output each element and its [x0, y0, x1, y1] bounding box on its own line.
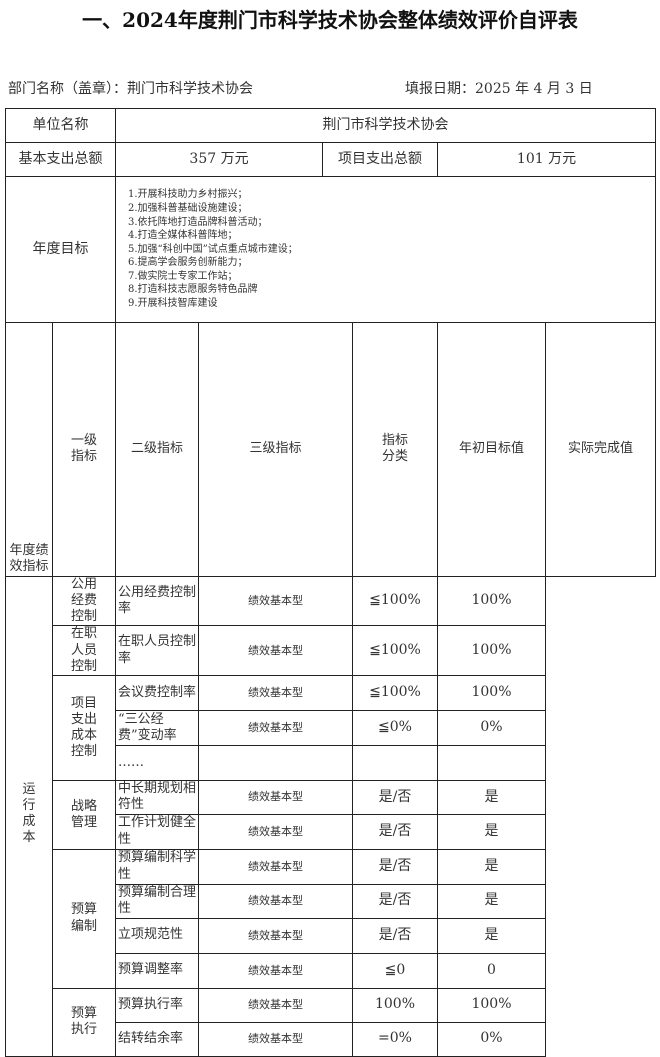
table-row: “三公经费”变动率 绩效基本型 ≦0% 0% [6, 710, 656, 746]
annual-goal-label: 年度目标 [5, 176, 116, 323]
actual-value: 是 [437, 848, 546, 885]
indicator-type: 绩效基本型 [198, 883, 353, 919]
target-value: 是/否 [352, 813, 438, 850]
department-label: 部门名称（盖章）：荆门市科学技术协会 [8, 81, 253, 97]
target-value: 是/否 [352, 917, 438, 954]
unit-name-value: 荆门市科学技术协会 [114, 108, 657, 143]
indicator-type: 绩效基本型 [198, 813, 353, 850]
target-value: ≦100% [352, 575, 438, 627]
header-actual: 实际完成值 [545, 322, 656, 577]
actual-value: 100% [437, 575, 546, 627]
actual-value: 100% [437, 675, 546, 711]
level3-indicator: 预算调整率 [115, 952, 199, 989]
summary-table: 单位名称 荆门市科学技术协会 基本支出总额 357 万元 项目支出总额 101 … [5, 108, 657, 323]
level2-indicator: 预算执行 [52, 987, 116, 1057]
target-value: ≦100% [352, 625, 438, 676]
actual-value: 100% [437, 987, 546, 1023]
indicator-type: 绩效基本型 [198, 1021, 353, 1057]
level3-indicator: 立项规范性 [115, 917, 199, 954]
header-type: 指标分类 [352, 322, 438, 577]
indicator-type: 绩效基本型 [198, 780, 353, 815]
target-value: 100% [352, 987, 438, 1023]
goal-item: 8.打造科技志愿服务特色品牌 [128, 284, 258, 296]
goal-item: 4.打造全媒体科普阵地； [128, 230, 238, 242]
indicator-type: 绩效基本型 [198, 675, 353, 711]
indicator-type: 绩效基本型 [198, 625, 353, 676]
level1-indicator: 运行成本 [5, 575, 53, 1057]
level2-indicator: 公用经费控制 [52, 575, 116, 627]
page-title: 一、2024年度荆门市科学技术协会整体绩效评价自评表 [82, 8, 578, 32]
target-value: 是/否 [352, 883, 438, 919]
actual-value: 是 [437, 813, 546, 850]
level3-indicator: 预算编制合理性 [115, 883, 199, 919]
target-value: 是/否 [352, 780, 438, 815]
indicator-type: 绩效基本型 [198, 917, 353, 954]
indicator-type: 绩效基本型 [198, 575, 353, 627]
annual-goals-list: 1.开展科技助力乡村振兴； 2.加强科普基础设施建设； 3.依托阵地打造品牌科普… [114, 176, 657, 323]
target-value: =0% [352, 1021, 438, 1057]
level2-indicator: 项目支出成本控制 [52, 675, 116, 781]
project-expense-label: 项目支出总额 [322, 142, 438, 177]
level3-indicator: 结转结余率 [115, 1021, 199, 1057]
table-row: 预算编制 预算编制科学性 绩效基本型 是/否是 [6, 848, 656, 989]
level3-indicator: 会议费控制率 [115, 675, 199, 711]
table-row: 在职人员控制 在职人员控制率 绩效基本型 ≦100% 100% [6, 625, 656, 676]
actual-value: 0% [437, 710, 546, 746]
level3-indicator: 中长期规划相符性 [115, 780, 199, 815]
table-row: 运行成本 公用经费控制 公用经费控制率 绩效基本型 ≦100% 100% [5, 575, 656, 1057]
basic-expense-label: 基本支出总额 [5, 142, 116, 177]
goal-item: 2.加强科普基础设施建设； [128, 202, 248, 214]
target-value: ≦100% [352, 675, 438, 711]
actual-value [437, 745, 546, 781]
level3-indicator: 在职人员控制率 [115, 625, 199, 676]
header-level1: 一级指标 [52, 322, 116, 577]
level3-indicator: …… [115, 745, 199, 781]
level2-indicator: 预算编制 [52, 848, 116, 989]
indicator-section-label: 年度绩效指标 [5, 322, 53, 577]
actual-value: 0% [437, 1021, 546, 1057]
table-row: 预算执行 预算执行率 绩效基本型 100% 100% [6, 987, 656, 1057]
actual-value: 0 [437, 952, 546, 989]
unit-name-label: 单位名称 [5, 108, 116, 143]
header-target: 年初目标值 [437, 322, 546, 577]
header-level3: 三级指标 [198, 322, 353, 577]
target-value: ≦0% [352, 710, 438, 746]
target-value: ≦0 [352, 952, 438, 989]
actual-value: 是 [437, 780, 546, 815]
level3-indicator: 预算执行率 [115, 987, 199, 1023]
goal-item: 6.提高学会服务创新能力； [128, 257, 248, 269]
indicator-table: 年度绩效指标 一级指标 二级指标 三级指标 指标分类 年初目标值 实际完成值 运… [5, 322, 656, 1057]
goal-item: 7.做实院士专家工作站； [128, 270, 238, 282]
level3-indicator: 公用经费控制率 [115, 575, 199, 627]
project-expense-value: 101 万元 [436, 142, 657, 177]
table-row: …… [6, 745, 656, 781]
goal-item: 9.开展科技智库建设 [128, 298, 218, 310]
goal-item: 3.依托阵地打造品牌科普活动； [128, 216, 268, 228]
basic-expense-value: 357 万元 [115, 142, 323, 177]
indicator-type: 绩效基本型 [198, 848, 353, 885]
report-date: 填报日期：2025 年 4 月 3 日 [405, 81, 593, 97]
actual-value: 是 [437, 883, 546, 919]
goal-item: 5.加强“科创中国”试点重点城市建设； [128, 243, 298, 255]
level3-indicator: “三公经费”变动率 [115, 710, 199, 746]
indicator-type: 绩效基本型 [198, 710, 353, 746]
level3-indicator: 工作计划健全性 [115, 813, 199, 850]
header-level2: 二级指标 [115, 322, 199, 577]
target-value: 是/否 [352, 848, 438, 885]
indicator-type [198, 745, 353, 781]
table-row: 项目支出成本控制 会议费控制率 绩效基本型 ≦100% 100% [6, 675, 656, 781]
level3-indicator: 预算编制科学性 [115, 848, 199, 885]
table-row: 战略管理 中长期规划相符性 绩效基本型 是/否是 [6, 780, 656, 850]
target-value [352, 745, 438, 781]
indicator-type: 绩效基本型 [198, 987, 353, 1023]
level2-indicator: 战略管理 [52, 780, 116, 850]
indicator-type: 绩效基本型 [198, 952, 353, 989]
actual-value: 100% [437, 625, 546, 676]
goal-item: 1.开展科技助力乡村振兴； [128, 189, 248, 201]
actual-value: 是 [437, 917, 546, 954]
level2-indicator: 在职人员控制 [52, 625, 116, 676]
